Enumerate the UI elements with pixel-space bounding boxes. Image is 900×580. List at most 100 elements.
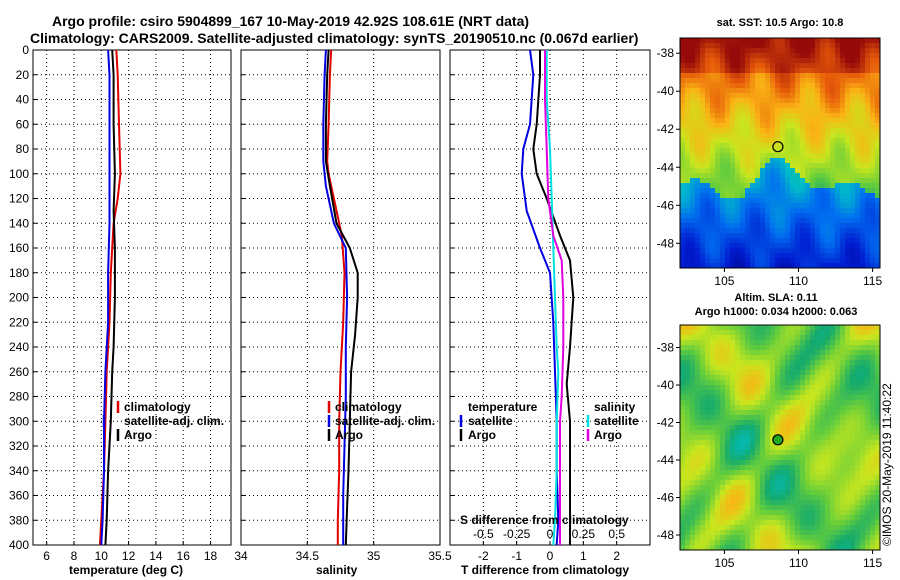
sst-longitude-ticks: 105 110 115	[714, 268, 882, 288]
sst-map-frame	[679, 37, 881, 269]
legend-s-satellite-label: satellite	[594, 414, 639, 428]
latitude-tick-label: -40	[657, 84, 675, 98]
latitude-tick-label: -38	[657, 341, 675, 355]
depth-tick-label: 20	[16, 68, 30, 82]
sla-longitude-ticks: 105 110 115	[714, 550, 882, 570]
latitude-tick-label: -48	[657, 236, 675, 250]
argo-location-marker	[772, 141, 784, 153]
legend-salinity-title: salinity	[594, 400, 636, 414]
temperature-grid	[33, 50, 231, 545]
s-difference-axis-ticks: -0.5 -0.25 0 0.25 0.5	[473, 527, 625, 541]
sst-map-image	[680, 38, 880, 268]
latitude-tick-label: -46	[657, 198, 675, 212]
depth-tick-label: 320	[9, 439, 29, 453]
depth-tick-label: 120	[9, 192, 29, 206]
series-line-temperature-argo	[532, 50, 575, 545]
sla-map-panel: Altim. SLA: 0.11 Argo h1000: 0.034 h2000…	[657, 292, 883, 570]
x-tick-label: 2	[613, 549, 620, 563]
latitude-tick-label: -46	[657, 491, 675, 505]
depth-tick-label: 400	[9, 538, 29, 552]
argo-location-marker	[772, 434, 784, 446]
legend-t-argo-label: Argo	[468, 428, 496, 442]
x-tick-label: 0	[547, 549, 554, 563]
x-tick-label: -1	[511, 549, 522, 563]
longitude-tick-label: 105	[714, 556, 734, 570]
depth-tick-label: 140	[9, 216, 29, 230]
legend-climatology-label: climatology	[335, 400, 402, 414]
t-difference-axis-ticks: -2 -1 0 1 2	[478, 549, 620, 563]
longitude-tick-label: 110	[789, 556, 808, 570]
legend-satellite-label: satellite-adj. clim.	[335, 414, 435, 428]
x-tick-label: 18	[204, 549, 218, 563]
legend-satellite-label: satellite-adj. clim.	[124, 414, 224, 428]
temperature-legend: climatology satellite-adj. clim. Argo	[102, 400, 224, 442]
difference-series	[520, 50, 575, 545]
x-tick-label: 8	[71, 549, 78, 563]
series-line-argo	[104, 50, 116, 545]
depth-tick-label: 220	[9, 315, 29, 329]
salinity-axis-label: salinity	[316, 563, 358, 577]
depth-tick-label: 280	[9, 390, 29, 404]
x-tick-label: -2	[478, 549, 489, 563]
depth-tick-label: 100	[9, 167, 29, 181]
sla-latitude-ticks: -38 -40 -42 -44 -46 -48	[657, 341, 680, 542]
top-tick-label: -0.25	[503, 527, 531, 541]
legend-t-satellite-label: satellite	[468, 414, 513, 428]
x-tick-label: 6	[43, 549, 50, 563]
top-tick-label: 0	[547, 527, 554, 541]
sst-map-title: sat. SST: 10.5 Argo: 10.8	[717, 17, 844, 29]
legend-s-argo-label: Argo	[594, 428, 622, 442]
salinity-panel: 34 34.5 35 35.5 salinity climatology satell…	[234, 49, 452, 577]
difference-panel: -2 -1 0 1 2 -0.5 -0.25 0 0.25 0.5 T difference f…	[449, 49, 651, 577]
legend-argo-label: Argo	[124, 428, 152, 442]
sla-map-frame	[679, 324, 881, 551]
x-tick-label: 35.5	[428, 549, 452, 563]
top-tick-label: -0.5	[473, 527, 494, 541]
legend-argo-label: Argo	[335, 428, 363, 442]
latitude-tick-label: -42	[657, 416, 675, 430]
longitude-tick-label: 115	[863, 274, 882, 288]
sla-map-title: Altim. SLA: 0.11	[734, 292, 817, 304]
series-line-argo	[324, 50, 359, 545]
latitude-tick-label: -40	[657, 378, 675, 392]
x-tick-label: 35	[367, 549, 381, 563]
temperature-axis-ticks: 6 8 10 12 14 16 18	[43, 549, 217, 563]
imos-credit: ©IMOS 20-May-2019 11:40:22	[880, 383, 894, 546]
salinity-series	[322, 50, 359, 545]
longitude-tick-label: 115	[863, 556, 882, 570]
x-tick-label: 16	[177, 549, 191, 563]
temperature-series	[98, 50, 122, 545]
series-line-salinity-satellite	[545, 50, 560, 545]
latitude-tick-label: -38	[657, 46, 675, 60]
temperature-axis-label: temperature (deg C)	[69, 563, 183, 577]
legend-climatology-label: climatology	[124, 400, 191, 414]
sst-map-panel: sat. SST: 10.5 Argo: 10.8 -38 -40 -42 -44 -4…	[657, 17, 883, 288]
x-tick-label: 34.5	[296, 549, 320, 563]
x-tick-label: 12	[122, 549, 136, 563]
salinity-plot-frame	[240, 49, 441, 546]
x-tick-label: 34	[234, 549, 248, 563]
latitude-tick-label: -48	[657, 528, 675, 542]
s-difference-axis-label: S difference from climatology	[460, 513, 629, 527]
longitude-tick-label: 110	[789, 274, 808, 288]
salinity-axis-ticks: 34 34.5 35 35.5	[234, 549, 452, 563]
x-tick-label: 14	[149, 549, 163, 563]
series-line-climatology	[326, 50, 346, 545]
depth-tick-label: 360	[9, 489, 29, 503]
depth-tick-label: 0	[22, 43, 29, 57]
depth-axis-ticks: 0 20 40 60 80 100 120 140 160 180 200 220 240 260 280 3…	[9, 43, 29, 552]
series-line-satellite-adj-clim-	[100, 50, 111, 545]
figure-title-line2: Climatology: CARS2009. Satellite-adjuste…	[30, 30, 638, 46]
latitude-tick-label: -42	[657, 122, 675, 136]
sla-map-subtitle: Argo h1000: 0.034 h2000: 0.063	[695, 306, 858, 318]
latitude-tick-label: -44	[657, 160, 675, 174]
depth-tick-label: 240	[9, 340, 29, 354]
depth-tick-label: 180	[9, 266, 29, 280]
top-tick-label: 0.5	[608, 527, 625, 541]
salinity-legend: climatology satellite-adj. clim. Argo	[327, 400, 435, 442]
depth-tick-label: 260	[9, 365, 29, 379]
series-line-satellite-adj-clim-	[322, 50, 349, 545]
x-tick-label: 1	[580, 549, 587, 563]
t-difference-axis-label: T difference from climatology	[461, 563, 629, 577]
